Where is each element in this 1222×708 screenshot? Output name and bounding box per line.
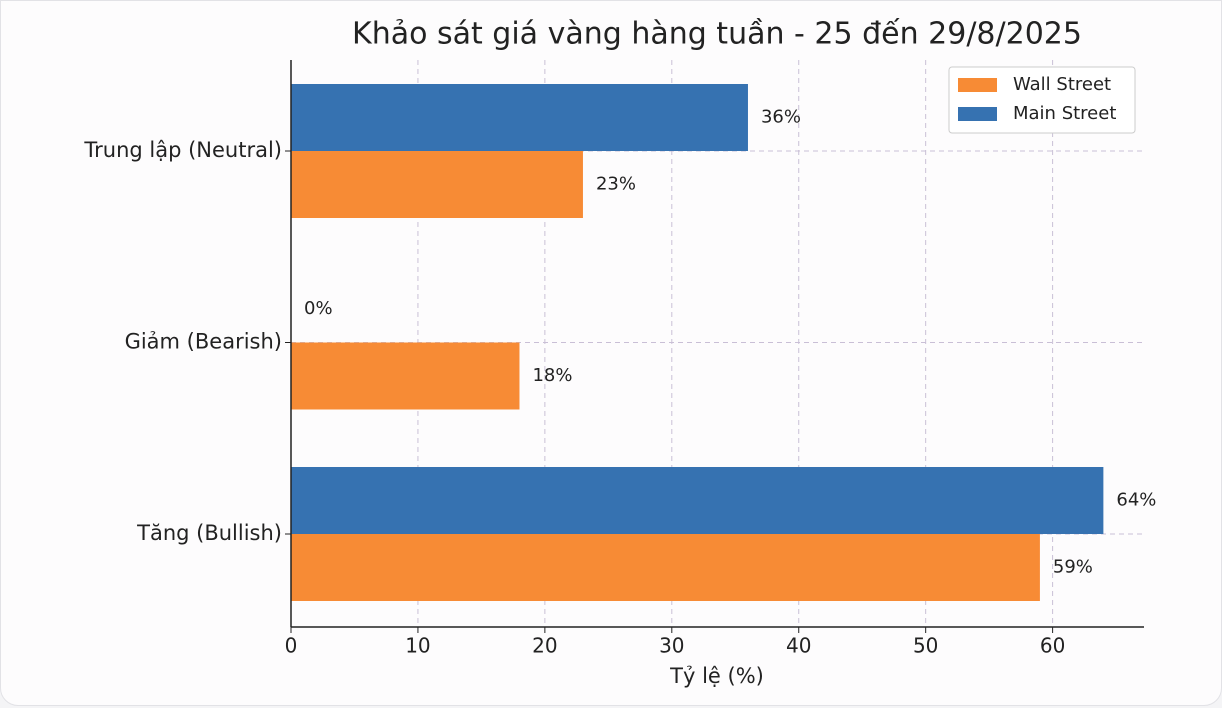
legend-swatch: [958, 107, 997, 121]
x-tick-label: 30: [659, 634, 684, 658]
y-tick-label: Trung lập (Neutral): [83, 138, 282, 162]
y-tick-label: Giảm (Bearish): [125, 330, 282, 354]
bar: [291, 342, 520, 410]
x-tick-label: 60: [1040, 634, 1065, 658]
y-tick-label: Tăng (Bullish): [136, 521, 282, 545]
x-tick-label: 40: [786, 634, 811, 658]
x-tick-label: 10: [405, 634, 430, 658]
value-label: 64%: [1116, 490, 1156, 511]
x-tick-label: 20: [532, 634, 557, 658]
value-label: 59%: [1053, 557, 1093, 578]
bar: [291, 151, 583, 218]
bar: [291, 467, 1104, 534]
legend-label: Wall Street: [1013, 74, 1111, 95]
x-axis-label: Tỷ lệ (%): [669, 664, 764, 688]
bar: [291, 534, 1040, 601]
value-label: 36%: [761, 107, 801, 128]
chart-title: Khảo sát giá vàng hàng tuần - 25 đến 29/…: [352, 17, 1082, 52]
bar: [291, 84, 748, 151]
x-tick-label: 0: [285, 634, 298, 658]
value-label: 0%: [304, 298, 333, 319]
value-label: 23%: [596, 174, 636, 195]
x-tick-label: 50: [913, 634, 938, 658]
legend-swatch: [958, 78, 997, 92]
value-label: 18%: [532, 365, 572, 386]
legend-label: Main Street: [1013, 103, 1116, 124]
